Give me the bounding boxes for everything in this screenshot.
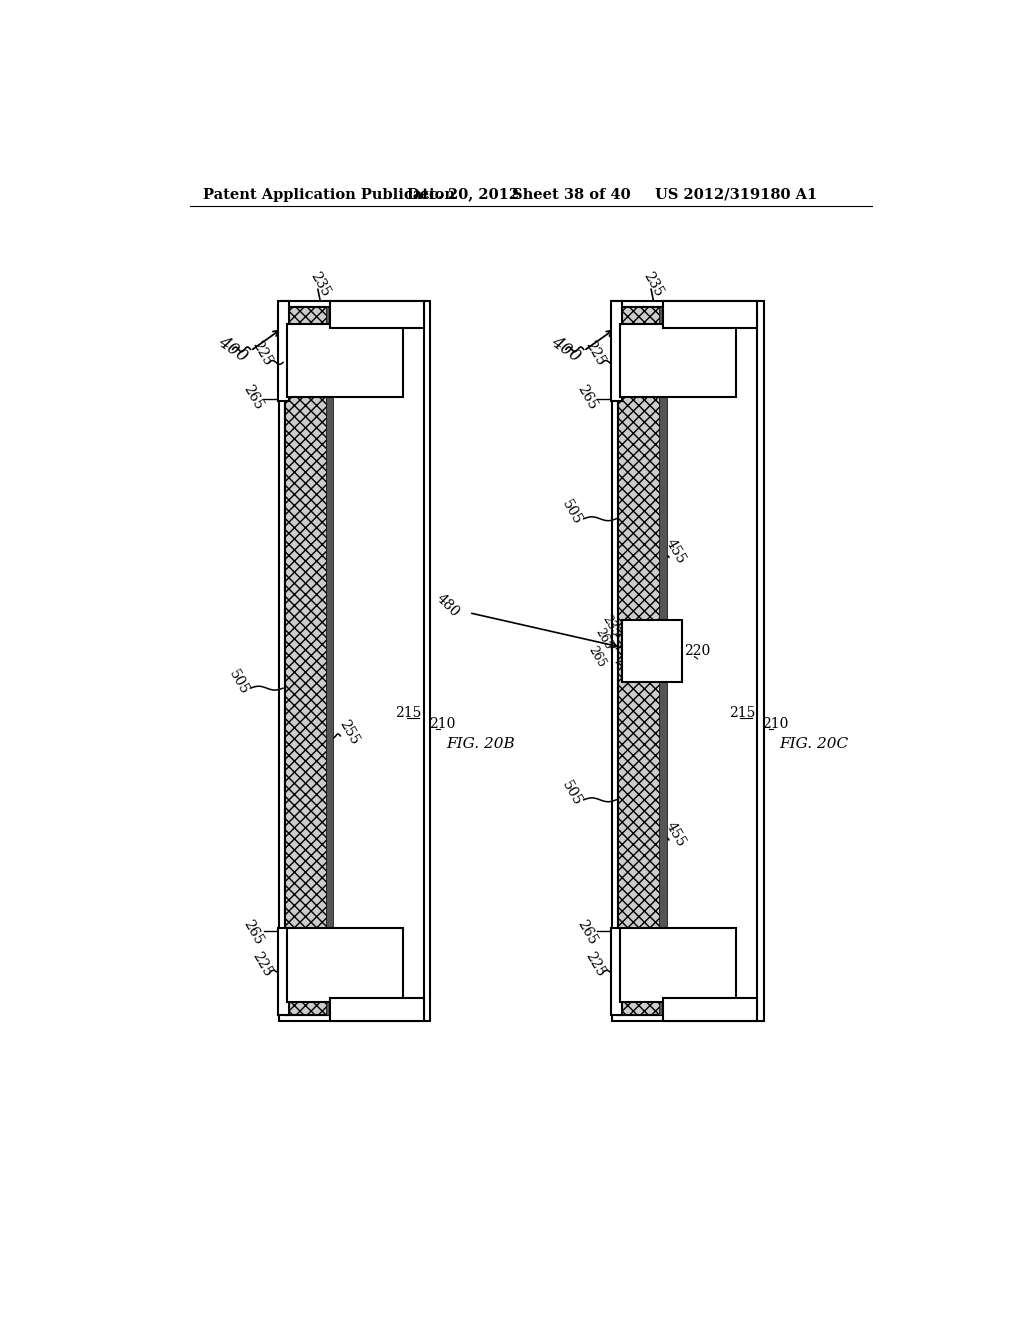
Text: 225: 225	[583, 949, 608, 979]
Text: FIG. 20C: FIG. 20C	[779, 737, 848, 751]
Text: Patent Application Publication: Patent Application Publication	[203, 187, 456, 202]
Text: 220: 220	[673, 960, 699, 974]
Text: 210: 210	[762, 717, 788, 731]
Text: 265: 265	[241, 383, 266, 412]
Bar	[663, 301, 758, 327]
Text: 480: 480	[434, 591, 463, 619]
Text: 235: 235	[641, 269, 666, 298]
Bar	[621, 928, 736, 1002]
Text: Dec. 20, 2012: Dec. 20, 2012	[407, 187, 519, 202]
Text: 215: 215	[395, 706, 422, 719]
Text: 400: 400	[548, 333, 584, 366]
Text: 210: 210	[429, 717, 455, 731]
Text: 505: 505	[559, 779, 585, 809]
Text: 455: 455	[664, 536, 688, 566]
Bar	[663, 998, 758, 1020]
Text: 265: 265	[586, 644, 608, 669]
Text: 230: 230	[361, 302, 387, 317]
Text: 265: 265	[241, 917, 266, 948]
Text: 505: 505	[226, 667, 252, 697]
Text: Sheet 38 of 40: Sheet 38 of 40	[512, 187, 630, 202]
Bar	[330, 998, 424, 1020]
Bar	[287, 928, 403, 1002]
Bar	[330, 301, 424, 327]
Text: 225: 225	[250, 338, 274, 368]
Text: 220: 220	[340, 960, 366, 974]
Bar	[326, 308, 334, 1015]
Bar	[285, 308, 424, 1015]
Bar	[658, 308, 667, 1015]
Bar	[617, 308, 758, 1015]
Bar	[611, 301, 623, 401]
Bar	[617, 308, 662, 1015]
Bar	[621, 323, 736, 397]
Text: 255: 255	[336, 717, 361, 747]
Bar	[612, 301, 764, 1020]
Bar	[278, 301, 289, 401]
Text: 265: 265	[574, 917, 599, 948]
Bar	[278, 928, 289, 1015]
Text: 235: 235	[600, 612, 622, 639]
Bar	[287, 323, 403, 397]
Text: 400: 400	[215, 333, 251, 366]
Text: 505: 505	[559, 498, 585, 528]
Bar	[280, 301, 430, 1020]
Bar	[611, 928, 623, 1015]
Text: 265: 265	[574, 383, 599, 412]
Text: 235: 235	[307, 269, 333, 298]
Text: FIG. 20B: FIG. 20B	[445, 737, 514, 751]
Bar	[622, 620, 682, 682]
Text: 225: 225	[583, 338, 608, 368]
Text: US 2012/319180 A1: US 2012/319180 A1	[655, 187, 817, 202]
Text: 230: 230	[694, 302, 721, 317]
Text: 230: 230	[361, 998, 387, 1012]
Text: 455: 455	[664, 820, 688, 849]
Text: 225: 225	[250, 949, 274, 979]
Text: 220: 220	[340, 347, 366, 362]
Bar	[285, 308, 328, 1015]
Text: 220: 220	[684, 644, 711, 659]
Text: 220: 220	[673, 347, 699, 362]
Text: 215: 215	[729, 706, 755, 719]
Text: 265: 265	[593, 626, 615, 652]
Text: 230: 230	[694, 998, 721, 1012]
